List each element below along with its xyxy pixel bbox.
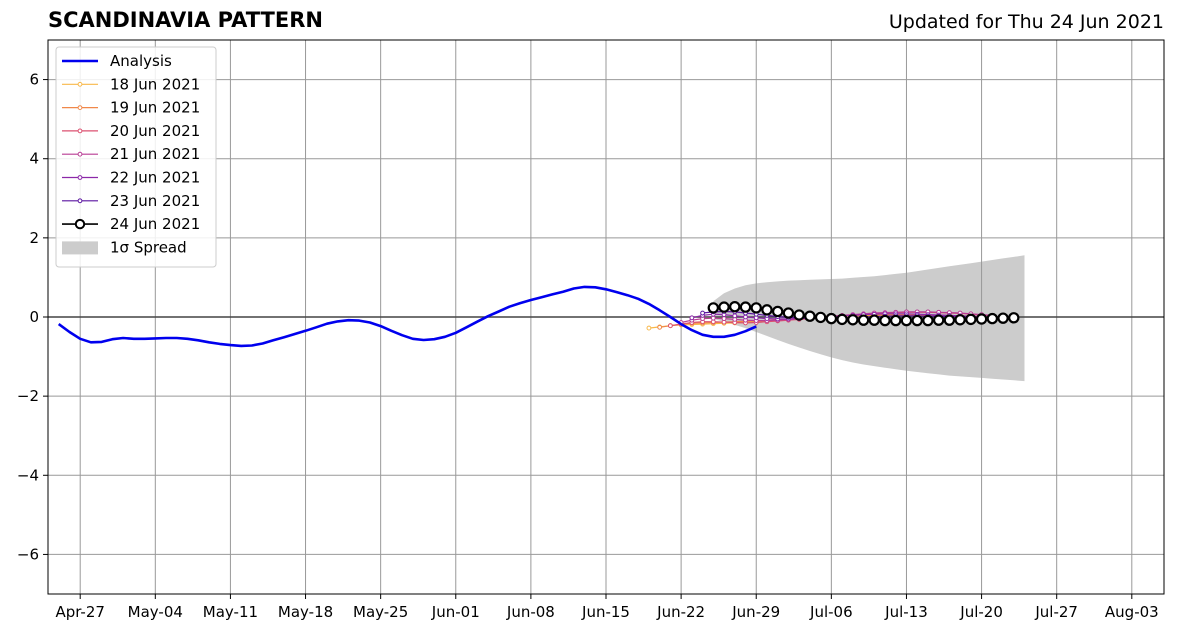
forecast-point xyxy=(743,314,748,320)
y-tick-label: 2 xyxy=(29,229,39,247)
legend-box xyxy=(55,46,217,268)
forecast-point xyxy=(1008,312,1020,324)
forecast-point xyxy=(922,314,934,327)
forecast-point xyxy=(814,311,827,324)
forecast-line xyxy=(691,313,982,320)
x-tick-label: Aug-03 xyxy=(1105,603,1159,621)
forecast-point xyxy=(718,301,730,313)
forecast-point xyxy=(932,314,945,326)
x-tick-label: May-04 xyxy=(128,603,183,621)
spread-band xyxy=(713,255,1025,382)
x-tick-label: May-18 xyxy=(278,603,333,621)
forecast-point xyxy=(879,314,891,327)
forecast-point xyxy=(868,314,880,326)
forecast-point xyxy=(782,307,795,319)
legend-marker xyxy=(77,198,83,204)
legend-marker xyxy=(74,218,86,230)
legend-label: 18 Jun 2021 xyxy=(110,75,200,93)
x-tick-label: May-11 xyxy=(203,603,258,621)
forecast-point xyxy=(804,310,816,322)
axes-layer: −6 −4 −2 0 2 4 6 Apr-27 May-04 May-11 May-18 May-25… xyxy=(17,39,1165,621)
forecast-series xyxy=(707,301,1020,327)
legend-entry: 21 Jun 2021 xyxy=(62,145,200,163)
legend-marker xyxy=(77,128,83,134)
chart-title: SCANDINAVIA PATTERN xyxy=(48,8,323,32)
forecast-point xyxy=(739,301,752,313)
updated-date: Updated for Thu 24 Jun 2021 xyxy=(888,11,1164,33)
legend-entry: 20 Jun 2021 xyxy=(62,122,200,140)
forecast-point xyxy=(836,313,848,326)
y-tick-label: 4 xyxy=(29,150,39,168)
y-tick-label: 0 xyxy=(29,308,39,326)
legend-entry: Analysis xyxy=(62,52,172,70)
legend-swatch xyxy=(62,241,98,255)
legend-label: 23 Jun 2021 xyxy=(110,192,200,210)
forecast-point xyxy=(825,312,838,325)
legend-entry: 22 Jun 2021 xyxy=(62,169,200,187)
forecast-point xyxy=(847,314,859,326)
forecast-point xyxy=(750,302,762,314)
legend-entry: 24 Jun 2021 xyxy=(62,215,200,233)
forecast-point xyxy=(657,324,663,330)
forecast-point xyxy=(700,310,705,316)
y-tick-label: 6 xyxy=(29,71,39,89)
forecast-point xyxy=(667,323,673,329)
legend: Analysis 18 Jun 2021 19 Jun 2021 20 Jun 202… xyxy=(55,46,217,268)
legend-marker xyxy=(77,81,83,87)
forecast-point xyxy=(900,314,913,327)
forecast-point xyxy=(710,315,716,321)
y-tick-label: −6 xyxy=(17,545,39,563)
legend-entry: 18 Jun 2021 xyxy=(62,75,200,93)
forecast-point xyxy=(943,314,956,326)
legend-label: 24 Jun 2021 xyxy=(110,215,200,233)
legend-entry: 19 Jun 2021 xyxy=(62,99,200,117)
forecast-point xyxy=(857,314,870,326)
forecast-point xyxy=(890,314,902,327)
legend-marker xyxy=(77,175,83,180)
forecast-point xyxy=(729,301,741,313)
forecast-point xyxy=(707,302,720,314)
legend-label: 19 Jun 2021 xyxy=(110,99,200,117)
spread-layer xyxy=(713,255,1025,382)
legend-marker xyxy=(77,151,83,157)
legend-label: 21 Jun 2021 xyxy=(110,145,200,163)
forecast-point xyxy=(761,304,773,316)
forecast-point xyxy=(997,312,1009,324)
forecast-point xyxy=(954,314,966,326)
legend-entry: 23 Jun 2021 xyxy=(62,192,200,210)
x-tick-label: Jun-15 xyxy=(581,603,630,621)
forecast-point xyxy=(689,315,695,321)
y-tick-label: −2 xyxy=(17,387,39,405)
x-tick-label: Jul-20 xyxy=(959,603,1003,621)
forecast-point xyxy=(986,312,999,325)
legend-entry: 1σ Spread xyxy=(62,238,187,256)
forecast-point xyxy=(721,316,727,321)
forecast-point xyxy=(771,305,784,318)
legend-label: 20 Jun 2021 xyxy=(110,122,200,140)
x-tick-label: Jul-13 xyxy=(884,603,928,621)
forecast-point xyxy=(965,313,977,326)
x-tick-label: Jun-01 xyxy=(431,603,480,621)
x-tick-label: Apr-27 xyxy=(55,603,105,621)
legend-label: 1σ Spread xyxy=(110,238,187,256)
analysis-line xyxy=(57,285,757,348)
x-tick-label: Jun-08 xyxy=(506,603,555,621)
forecast-point xyxy=(646,325,652,331)
forecast-point xyxy=(911,314,923,327)
forecast-point xyxy=(975,313,988,325)
forecast-point xyxy=(793,309,805,321)
x-tick-label: Jul-27 xyxy=(1034,603,1078,621)
forecast-point xyxy=(732,313,738,319)
x-tick-label: Jun-22 xyxy=(656,603,705,621)
x-tick-label: May-25 xyxy=(353,603,408,621)
series-layer xyxy=(57,285,1020,348)
y-tick-label: −4 xyxy=(17,466,39,484)
legend-label: 22 Jun 2021 xyxy=(110,169,200,187)
x-tick-label: Jul-06 xyxy=(809,603,853,621)
legend-label: Analysis xyxy=(110,52,172,70)
x-tick-label: Jun-29 xyxy=(731,603,780,621)
legend-marker xyxy=(77,105,83,110)
